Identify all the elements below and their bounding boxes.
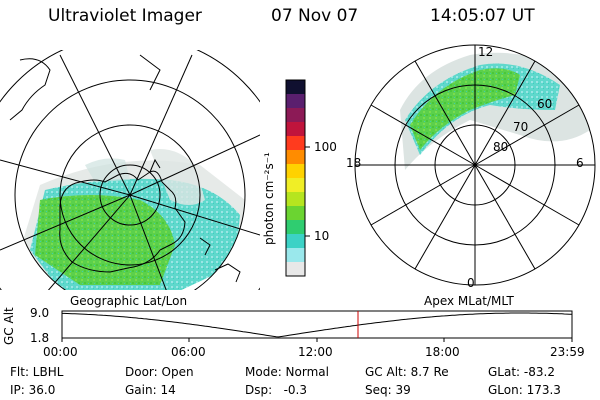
colorbar [285, 79, 306, 277]
colorbar-segment [286, 122, 305, 137]
mode-status: Mode: Normal [245, 365, 329, 379]
mlat-80-label: 80 [493, 140, 509, 154]
mlt-18-label: 18 [346, 156, 362, 170]
glon-status: GLon: 173.3 [488, 383, 561, 397]
alt-xtick-0000: 00:00 [43, 345, 78, 359]
colorbar-segment [286, 150, 305, 165]
colorbar-tick-100: 100 [314, 140, 337, 154]
door-status: Door: Open [125, 365, 194, 379]
altitude-plot [61, 310, 573, 342]
mlt-6-label: 6 [576, 156, 584, 170]
lat-circles [0, 50, 260, 290]
antarctica-coastline [59, 170, 186, 273]
glat-status: GLat: -83.2 [488, 365, 555, 379]
instrument-title: Ultraviolet Imager [48, 6, 202, 26]
altitude-curve [62, 312, 573, 338]
filter-status: Flt: LBHL [10, 365, 64, 379]
mlt-12-label: 12 [478, 45, 494, 59]
dsp-status: Dsp: -0.3 [245, 383, 308, 397]
colorbar-segment [286, 192, 305, 207]
alt-xtick-2359: 23:59 [550, 345, 585, 359]
mlat-70-label: 70 [513, 120, 529, 134]
geographic-label: Geographic Lat/Lon [70, 294, 188, 308]
gc-alt-status: GC Alt: 8.7 Re [365, 365, 449, 379]
alt-ytick-min: 1.8 [30, 331, 50, 345]
apex-map [354, 44, 596, 286]
colorbar-segment [286, 94, 305, 109]
date-label: 07 Nov 07 [271, 6, 359, 26]
ip-status: IP: 36.0 [10, 383, 56, 397]
alt-ylabel: GC Alt [2, 307, 16, 345]
seq-status: Seq: 39 [365, 383, 411, 397]
alt-xtick-0600: 06:00 [171, 345, 206, 359]
colorbar-segment [286, 262, 305, 277]
time-label: 14:05:07 UT [430, 6, 535, 26]
alt-xtick-1800: 18:00 [425, 345, 460, 359]
colorbar-segment [286, 248, 305, 263]
colorbar-segment [286, 220, 305, 235]
colorbar-segment [286, 234, 305, 249]
colorbar-segment [286, 178, 305, 193]
geographic-map [0, 50, 260, 290]
gain-status: Gain: 14 [125, 383, 176, 397]
colorbar-segment [286, 206, 305, 221]
alt-ytick-max: 9.0 [30, 306, 50, 320]
mlat-60-label: 60 [537, 97, 553, 111]
colorbar-segment [286, 80, 305, 95]
colorbar-segment [286, 136, 305, 151]
alt-xtick-1200: 12:00 [298, 345, 333, 359]
mlt-0-label: 0 [467, 276, 475, 290]
mlt-lines [355, 45, 595, 285]
meridians [0, 54, 260, 290]
colorbar-unit-label: photon cm⁻²s⁻¹ [262, 152, 276, 245]
apex-label: Apex MLat/MLT [424, 294, 514, 308]
colorbar-tick-10: 10 [314, 229, 330, 243]
colorbar-frame [285, 79, 306, 277]
colorbar-ticks [305, 146, 310, 237]
left-aurora-image [20, 149, 245, 290]
right-aurora-image [400, 52, 590, 170]
colorbar-segment [286, 108, 305, 123]
colorbar-segment [286, 164, 305, 179]
